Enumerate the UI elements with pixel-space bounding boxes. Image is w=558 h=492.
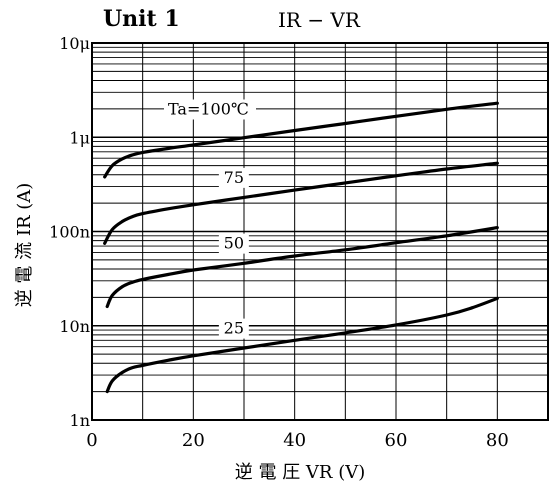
tick-labels: 0 20 40 60 80 1n 10n 100n 1μ 10μ [49, 34, 509, 451]
x-axis-label: 逆 電 圧 VR (V) [235, 462, 365, 483]
title-ir-vr: IR − VR [278, 8, 361, 32]
series-line [103, 161, 499, 245]
title-unit: Unit 1 [103, 6, 180, 32]
x-tick-label: 40 [283, 430, 306, 451]
y-tick-label: 1μ [69, 128, 90, 147]
series-label: 50 [224, 234, 244, 253]
series-label-bg [218, 318, 249, 339]
series-label-bg [218, 167, 249, 188]
y-tick-label: 100n [49, 223, 90, 242]
series-label-bg [218, 233, 249, 254]
series-line [103, 101, 499, 179]
curves [103, 101, 499, 394]
series-line [105, 296, 499, 394]
series-label-bg [164, 99, 256, 120]
x-tick-label: 20 [182, 430, 205, 451]
x-tick-label: 0 [86, 430, 97, 451]
y-tick-label: 10μ [59, 34, 90, 53]
grid-lines [92, 43, 548, 421]
x-tick-label: 60 [385, 430, 408, 451]
x-tick-label: 80 [486, 430, 509, 451]
series-line [105, 226, 499, 309]
series-label: Ta=100℃ [168, 99, 249, 118]
plot-frame [91, 42, 549, 421]
y-tick-label: 10n [59, 317, 90, 336]
series-label: 25 [224, 319, 244, 338]
y-axis-label: 逆 電 流 IR (A) [14, 183, 35, 308]
series-labels: Ta=100℃ 75 50 25 [164, 99, 256, 339]
y-tick-label: 1n [70, 411, 90, 430]
series-label: 75 [224, 168, 244, 187]
